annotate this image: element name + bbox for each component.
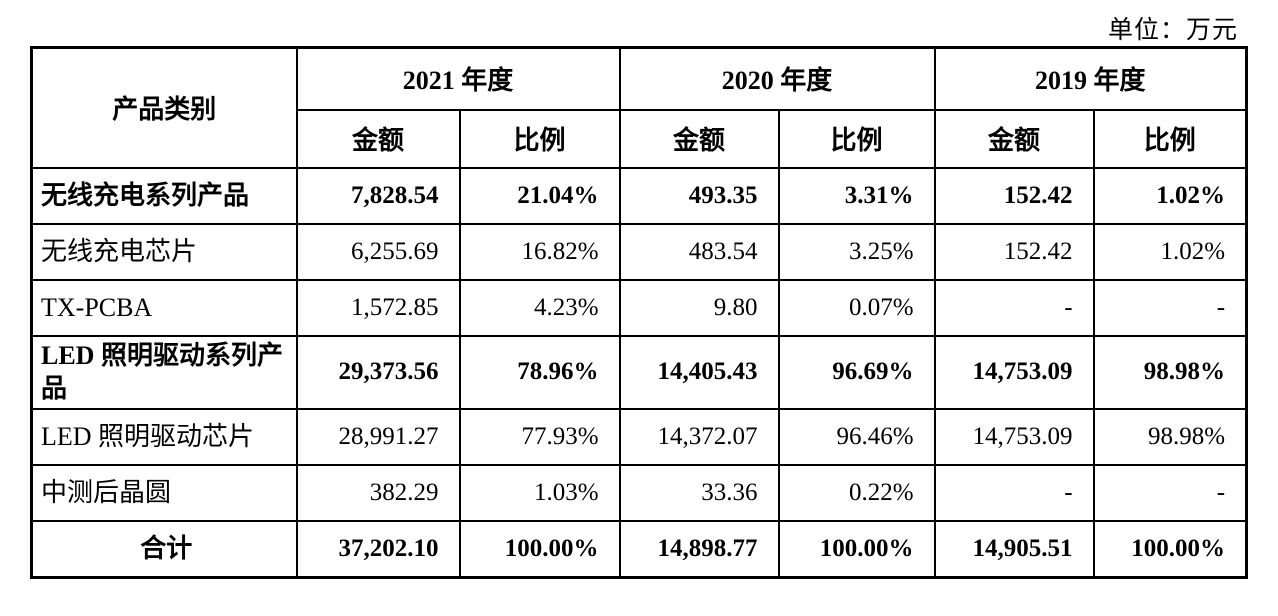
ratio-header-2019: 比例	[1092, 108, 1248, 169]
ratio-cell: -	[1092, 464, 1248, 523]
ratio-cell: 1.02%	[1092, 222, 1248, 281]
amount-cell: 14,753.09	[933, 408, 1095, 467]
ratio-cell: 3.31%	[777, 166, 936, 225]
amount-cell: 14,753.09	[933, 334, 1095, 411]
amount-cell: 382.29	[295, 464, 461, 523]
year-header-2020: 2020 年度	[618, 46, 936, 111]
ratio-cell: 78.96%	[458, 334, 621, 411]
product-name-cell: LED 照明驱动系列产品	[30, 334, 298, 411]
ratio-cell: 98.98%	[1092, 334, 1248, 411]
ratio-cell: 3.25%	[777, 222, 936, 281]
amount-cell: 28,991.27	[295, 408, 461, 467]
amount-header-2019: 金额	[933, 108, 1095, 169]
ratio-cell: 77.93%	[458, 408, 621, 467]
ratio-cell: 1.03%	[458, 464, 621, 523]
year-header-2019: 2019 年度	[933, 46, 1248, 111]
ratio-cell: -	[1092, 278, 1248, 337]
ratio-cell: 100.00%	[1092, 520, 1248, 579]
product-category-header: 产品类别	[30, 46, 298, 169]
ratio-cell: 98.98%	[1092, 408, 1248, 467]
table-row: 中测后晶圆 382.29 1.03% 33.36 0.22% - -	[30, 464, 1248, 523]
amount-cell: 33.36	[618, 464, 780, 523]
year-header-row: 产品类别 2021 年度 2020 年度 2019 年度	[30, 46, 1248, 169]
ratio-cell: 21.04%	[458, 166, 621, 225]
table-row: 无线充电芯片 6,255.69 16.82% 483.54 3.25% 152.42 1.0…	[30, 222, 1248, 281]
table-row: LED 照明驱动系列产品 29,373.56 78.96% 14,405.43 96.6…	[30, 334, 1248, 411]
table-body: 无线充电系列产品 7,828.54 21.04% 493.35 3.31% 152.42 1…	[30, 166, 1248, 579]
table-header: 产品类别 2021 年度 2020 年度 2019 年度 金额 比例 金额 比例…	[30, 46, 1248, 169]
ratio-cell: 100.00%	[458, 520, 621, 579]
amount-header-2020: 金额	[618, 108, 780, 169]
ratio-cell: 0.07%	[777, 278, 936, 337]
amount-cell: -	[933, 278, 1095, 337]
product-name-cell: LED 照明驱动芯片	[30, 408, 298, 467]
amount-cell: 6,255.69	[295, 222, 461, 281]
sub-header-row: 金额 比例 金额 比例 金额 比例	[32, 108, 1248, 169]
amount-cell: 1,572.85	[295, 278, 461, 337]
amount-cell: 9.80	[618, 278, 780, 337]
ratio-cell: 4.23%	[458, 278, 621, 337]
year-header-2021: 2021 年度	[295, 46, 621, 111]
table-row: 无线充电系列产品 7,828.54 21.04% 493.35 3.31% 152.42 1…	[30, 166, 1248, 225]
table-row: TX-PCBA 1,572.85 4.23% 9.80 0.07% - -	[30, 278, 1248, 337]
table-row: LED 照明驱动芯片 28,991.27 77.93% 14,372.07 96.46%…	[30, 408, 1248, 467]
amount-cell: 14,405.43	[618, 334, 780, 411]
ratio-cell: 0.22%	[777, 464, 936, 523]
ratio-header-2021: 比例	[458, 108, 621, 169]
amount-cell: 493.35	[618, 166, 780, 225]
product-name-cell: 合计	[30, 520, 298, 579]
amount-cell: 152.42	[933, 166, 1095, 225]
amount-cell: -	[933, 464, 1095, 523]
amount-header-2021: 金额	[295, 108, 461, 169]
amount-cell: 14,905.51	[933, 520, 1095, 579]
ratio-cell: 96.69%	[777, 334, 936, 411]
amount-cell: 29,373.56	[295, 334, 461, 411]
amount-cell: 37,202.10	[295, 520, 461, 579]
ratio-cell: 16.82%	[458, 222, 621, 281]
unit-label: 单位：万元	[1107, 17, 1238, 44]
revenue-by-product-table: 产品类别 2021 年度 2020 年度 2019 年度 金额 比例 金额 比例…	[30, 46, 1249, 579]
product-name-cell: 无线充电系列产品	[30, 166, 298, 225]
ratio-cell: 1.02%	[1092, 166, 1248, 225]
product-name-cell: 中测后晶圆	[30, 464, 298, 523]
ratio-cell: 96.46%	[777, 408, 936, 467]
product-name-cell: TX-PCBA	[30, 278, 298, 337]
amount-cell: 483.54	[618, 222, 780, 281]
amount-cell: 152.42	[933, 222, 1095, 281]
amount-cell: 7,828.54	[295, 166, 461, 225]
total-row: 合计 37,202.10 100.00% 14,898.77 100.00% 14,905…	[30, 520, 1248, 579]
amount-cell: 14,898.77	[618, 520, 780, 579]
product-name-cell: 无线充电芯片	[30, 222, 298, 281]
ratio-cell: 100.00%	[777, 520, 936, 579]
amount-cell: 14,372.07	[618, 408, 780, 467]
ratio-header-2020: 比例	[777, 108, 936, 169]
